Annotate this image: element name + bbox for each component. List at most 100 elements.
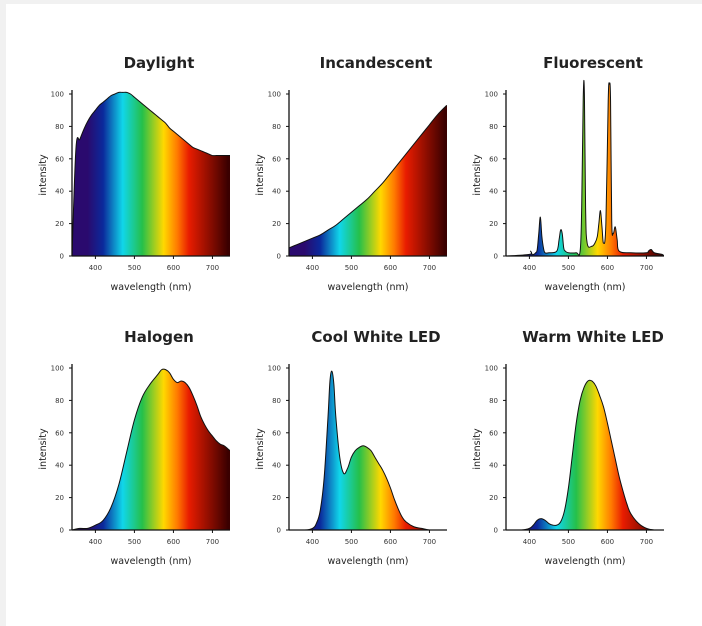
y-axis-title: intensity — [255, 428, 266, 470]
y-tick-label: 0 — [277, 527, 281, 535]
x-tick-label: 700 — [640, 264, 653, 272]
spectrum-line — [506, 379, 664, 530]
y-tick-label: 60 — [489, 155, 498, 163]
y-tick-label: 60 — [55, 429, 64, 437]
y-tick-label: 20 — [489, 494, 498, 502]
chart-svg: Fluorescent 0 20 40 60 80 100 400 500 600 700 wavel… — [472, 54, 664, 293]
y-tick-label: 20 — [272, 220, 281, 228]
y-tick-label: 60 — [489, 429, 498, 437]
spectrum-group — [289, 370, 447, 530]
x-axis-title: wavelength (nm) — [327, 556, 408, 567]
chart-svg: Cool White LED 0 20 40 60 80 100 400 500 600 700 wa… — [255, 328, 447, 567]
x-tick-label: 700 — [423, 264, 436, 272]
chart-svg: Halogen 0 20 40 60 80 100 400 500 600 700 wavelengt… — [38, 328, 230, 567]
y-axis-title: intensity — [255, 154, 266, 196]
y-tick-label: 40 — [489, 462, 498, 470]
y-axis-title: intensity — [472, 154, 483, 196]
y-tick-label: 100 — [485, 91, 498, 99]
y-tick-label: 80 — [489, 397, 498, 405]
chart-title: Fluorescent — [543, 54, 643, 72]
y-tick-label: 60 — [272, 155, 281, 163]
spectrum-area — [289, 105, 447, 256]
spectrum-chart-1: Daylight 0 20 40 60 80 100 400 500 600 700 waveleng… — [38, 48, 272, 318]
y-tick-label: 20 — [55, 220, 64, 228]
y-tick-label: 60 — [55, 155, 64, 163]
x-tick-label: 400 — [306, 264, 319, 272]
chart-title: Halogen — [124, 328, 194, 346]
spectrum-group — [72, 368, 230, 530]
x-tick-label: 500 — [562, 264, 575, 272]
chart-svg: Warm White LED 0 20 40 60 80 100 400 500 600 700 wa… — [472, 328, 664, 567]
y-tick-label: 80 — [272, 397, 281, 405]
y-axis-title: intensity — [472, 428, 483, 470]
spectrum-chart-2: Incandescent 0 20 40 60 80 100 400 500 600 700 wave… — [255, 48, 489, 318]
y-tick-label: 100 — [268, 365, 281, 373]
y-tick-label: 60 — [272, 429, 281, 437]
spectrum-group — [72, 91, 230, 256]
y-tick-label: 0 — [60, 527, 64, 535]
x-tick-label: 600 — [384, 538, 397, 546]
x-tick-label: 500 — [562, 538, 575, 546]
y-tick-label: 40 — [272, 462, 281, 470]
y-tick-label: 100 — [485, 365, 498, 373]
y-axis-title: intensity — [38, 154, 49, 196]
x-tick-label: 600 — [601, 264, 614, 272]
y-tick-label: 80 — [55, 397, 64, 405]
spectrum-group — [506, 80, 664, 256]
spectrum-chart-4: Halogen 0 20 40 60 80 100 400 500 600 700 wavelengt… — [38, 322, 272, 592]
x-tick-label: 500 — [128, 538, 141, 546]
y-tick-label: 40 — [55, 462, 64, 470]
spectrum-group — [289, 104, 447, 256]
spectrum-line — [289, 104, 447, 249]
y-tick-label: 20 — [272, 494, 281, 502]
spectrum-area — [72, 92, 230, 256]
spectrum-line — [72, 91, 230, 256]
y-tick-label: 0 — [494, 527, 498, 535]
spectrum-chart-6: Warm White LED 0 20 40 60 80 100 400 500 600 700 wa… — [472, 322, 702, 592]
x-axis-title: wavelength (nm) — [110, 556, 191, 567]
x-tick-label: 400 — [523, 264, 536, 272]
y-tick-label: 0 — [277, 253, 281, 261]
chart-svg: Incandescent 0 20 40 60 80 100 400 500 600 700 wave… — [255, 54, 447, 293]
y-tick-label: 80 — [272, 123, 281, 131]
x-tick-label: 700 — [423, 538, 436, 546]
spectrum-chart-3: Fluorescent 0 20 40 60 80 100 400 500 600 700 wavel… — [472, 48, 702, 318]
x-tick-label: 600 — [167, 264, 180, 272]
spectrum-line — [506, 80, 664, 256]
spectrum-area — [289, 371, 447, 530]
x-tick-label: 400 — [523, 538, 536, 546]
chart-title: Warm White LED — [522, 328, 664, 346]
y-axis-title: intensity — [38, 428, 49, 470]
x-axis-title: wavelength (nm) — [110, 282, 191, 293]
x-tick-label: 600 — [601, 538, 614, 546]
spectrum-group — [506, 379, 664, 530]
y-tick-label: 0 — [60, 253, 64, 261]
x-axis-title: wavelength (nm) — [544, 556, 625, 567]
x-tick-label: 600 — [167, 538, 180, 546]
spectrum-area — [506, 380, 664, 530]
x-tick-label: 700 — [206, 264, 219, 272]
y-tick-label: 80 — [55, 123, 64, 131]
y-tick-label: 20 — [55, 494, 64, 502]
chart-panel: Daylight 0 20 40 60 80 100 400 500 600 700 waveleng… — [6, 4, 702, 626]
x-tick-label: 600 — [384, 264, 397, 272]
chart-title: Incandescent — [320, 54, 433, 72]
x-tick-label: 400 — [306, 538, 319, 546]
y-tick-label: 40 — [489, 188, 498, 196]
x-tick-label: 400 — [89, 538, 102, 546]
spectrum-line — [289, 370, 447, 530]
y-tick-label: 100 — [268, 91, 281, 99]
x-tick-label: 700 — [206, 538, 219, 546]
y-tick-label: 100 — [51, 365, 64, 373]
x-tick-label: 500 — [345, 264, 358, 272]
chart-svg: Daylight 0 20 40 60 80 100 400 500 600 700 waveleng… — [38, 54, 230, 293]
x-tick-label: 700 — [640, 538, 653, 546]
x-tick-label: 400 — [89, 264, 102, 272]
spectrum-area — [72, 369, 230, 530]
x-tick-label: 500 — [345, 538, 358, 546]
x-axis-title: wavelength (nm) — [327, 282, 408, 293]
x-tick-label: 500 — [128, 264, 141, 272]
spectrum-chart-5: Cool White LED 0 20 40 60 80 100 400 500 600 700 wa… — [255, 322, 489, 592]
chart-title: Daylight — [124, 54, 195, 72]
x-axis-title: wavelength (nm) — [544, 282, 625, 293]
